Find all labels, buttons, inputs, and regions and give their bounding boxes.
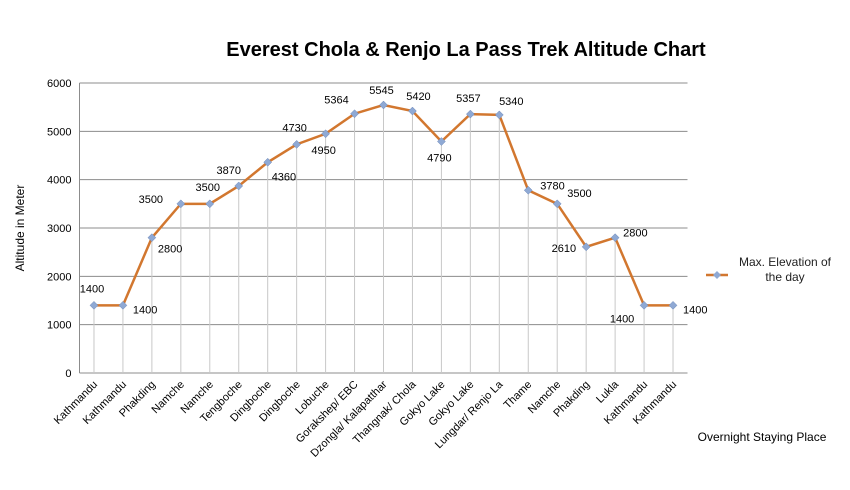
point-marker	[89, 300, 99, 310]
point-marker	[118, 300, 128, 310]
point-marker	[408, 106, 417, 116]
data-label: 2610	[552, 243, 576, 255]
y-tick-label: 5000	[47, 126, 71, 138]
point-marker	[610, 233, 620, 243]
point-marker	[147, 233, 157, 243]
x-axis-title: Overnight Staying Place	[698, 430, 827, 444]
data-label: 4790	[427, 152, 451, 164]
point-marker	[466, 109, 475, 119]
data-label: 2800	[623, 228, 647, 240]
data-label: 4360	[272, 171, 296, 183]
data-label: 1400	[683, 304, 707, 316]
data-label: 4730	[282, 122, 306, 134]
point-marker	[321, 129, 330, 139]
data-label: 3500	[567, 188, 591, 200]
point-marker	[350, 109, 359, 119]
point-marker	[292, 140, 301, 149]
data-label: 1400	[610, 313, 634, 325]
y-tick-label: 1000	[47, 320, 71, 332]
data-label: 5357	[456, 93, 480, 105]
point-marker	[639, 300, 649, 310]
point-marker	[205, 199, 215, 209]
data-label: 2800	[158, 244, 182, 256]
point-marker	[552, 199, 562, 209]
point-marker	[234, 181, 244, 191]
data-label: 3780	[540, 180, 564, 192]
y-axis-title: Altitude in Meter	[13, 185, 27, 272]
legend-swatch-marker	[713, 271, 721, 279]
legend-label: Max. Elevation of the day	[738, 255, 832, 284]
data-label: 4950	[311, 145, 335, 157]
data-label: 1400	[80, 283, 104, 295]
data-label: 3500	[196, 182, 220, 194]
point-marker	[437, 137, 446, 146]
y-tick-label: 0	[65, 368, 71, 380]
data-label: 3870	[216, 165, 240, 177]
point-marker	[494, 110, 504, 120]
point-marker	[581, 242, 591, 252]
data-label: 5545	[369, 85, 393, 97]
y-tick-label: 2000	[47, 271, 71, 283]
point-marker	[176, 199, 186, 209]
data-label: 5364	[324, 95, 348, 107]
point-marker	[668, 300, 678, 310]
point-marker	[523, 185, 533, 195]
y-tick-label: 4000	[47, 175, 71, 187]
chart-title: Everest Chola & Renjo La Pass Trek Altit…	[226, 39, 706, 61]
point-marker	[379, 100, 388, 110]
data-label: 3500	[139, 194, 163, 206]
y-tick-label: 6000	[47, 78, 71, 90]
data-label: 5340	[499, 96, 523, 108]
data-label: 1400	[133, 304, 157, 316]
point-marker	[263, 157, 273, 167]
data-label: 5420	[406, 91, 430, 103]
y-tick-label: 3000	[47, 223, 71, 235]
